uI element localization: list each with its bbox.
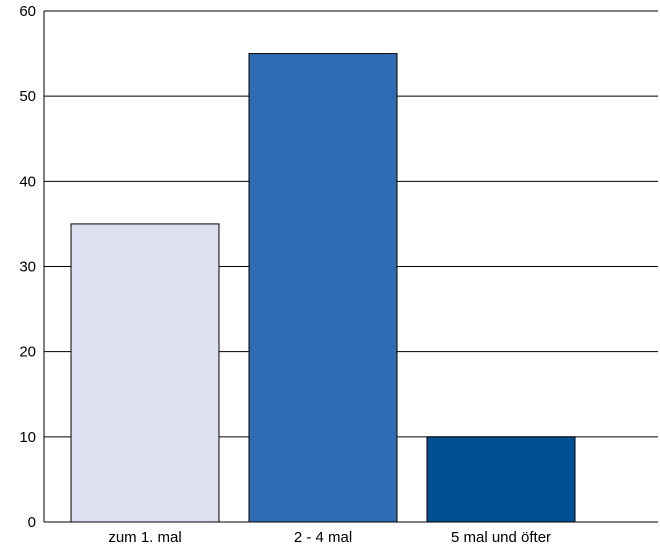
bar-0 bbox=[70, 223, 220, 523]
y-tick-label: 10 bbox=[19, 429, 36, 446]
y-tick-label: 0 bbox=[28, 514, 36, 531]
x-tick-labels: zum 1. mal 2 - 4 mal 5 mal und öfter bbox=[108, 529, 551, 546]
bar-2 bbox=[426, 436, 576, 523]
y-tick-labels: 0 10 20 30 40 50 60 bbox=[19, 3, 36, 531]
x-tick-label: 5 mal und öfter bbox=[451, 529, 551, 546]
x-tick-label: zum 1. mal bbox=[108, 529, 181, 546]
bar-1 bbox=[248, 53, 398, 523]
x-tick-label: 2 - 4 mal bbox=[294, 529, 352, 546]
bars bbox=[70, 53, 576, 523]
y-tick-label: 30 bbox=[19, 259, 36, 276]
axes bbox=[43, 11, 658, 523]
y-tick-label: 50 bbox=[19, 88, 36, 105]
y-tick-label: 60 bbox=[19, 3, 36, 20]
y-tick-label: 20 bbox=[19, 344, 36, 361]
y-tick-label: 40 bbox=[19, 173, 36, 190]
